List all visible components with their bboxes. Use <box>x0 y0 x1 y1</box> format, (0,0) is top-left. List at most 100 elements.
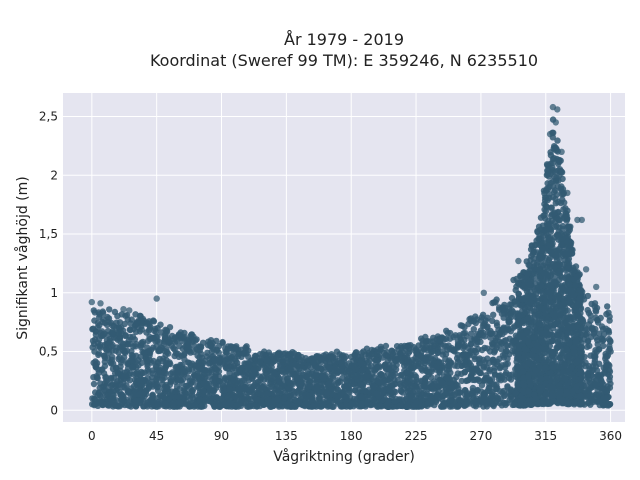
data-point <box>462 377 470 385</box>
data-point <box>562 362 569 369</box>
data-point <box>254 383 262 391</box>
data-point <box>124 365 132 372</box>
data-point <box>500 387 508 395</box>
data-point <box>546 225 554 232</box>
data-point <box>479 322 487 329</box>
data-point <box>569 387 577 395</box>
data-point <box>480 363 488 370</box>
data-point <box>243 350 250 357</box>
data-point <box>425 400 432 407</box>
data-point <box>504 355 511 362</box>
data-point <box>463 333 470 340</box>
data-point <box>492 371 499 378</box>
data-point <box>129 333 137 340</box>
data-point <box>149 391 156 398</box>
data-point <box>276 389 283 397</box>
data-point <box>552 200 559 207</box>
data-point <box>527 288 534 296</box>
data-point <box>132 321 139 329</box>
data-point <box>297 356 304 364</box>
data-point <box>575 311 582 319</box>
data-point <box>150 318 158 325</box>
data-point <box>124 341 131 348</box>
data-point <box>105 315 113 322</box>
data-point <box>396 396 403 403</box>
data-point <box>520 374 527 381</box>
data-point <box>529 351 536 359</box>
data-point <box>562 382 569 389</box>
data-point <box>539 245 546 252</box>
data-point <box>153 403 160 410</box>
data-point <box>200 388 207 395</box>
data-point <box>573 273 580 280</box>
data-point <box>96 322 103 329</box>
data-point <box>439 348 446 355</box>
data-point <box>543 375 550 382</box>
data-point <box>263 391 271 398</box>
data-point <box>550 154 558 162</box>
data-point <box>578 380 585 388</box>
data-point <box>428 360 435 367</box>
data-point <box>124 387 132 394</box>
data-point <box>531 265 538 272</box>
data-point <box>478 381 486 389</box>
data-point <box>250 366 257 373</box>
data-point <box>560 350 567 357</box>
data-point <box>567 378 574 386</box>
data-point <box>577 364 585 371</box>
data-point <box>92 400 100 408</box>
data-point <box>555 338 562 345</box>
data-point <box>137 353 144 361</box>
data-point <box>423 390 431 397</box>
data-point <box>563 388 571 396</box>
data-point <box>456 356 463 364</box>
data-point <box>536 363 544 371</box>
data-point <box>365 378 372 386</box>
data-point <box>493 319 500 326</box>
data-point <box>113 344 121 351</box>
data-point <box>139 315 147 323</box>
data-point <box>354 389 361 397</box>
data-point <box>554 137 561 144</box>
data-point <box>89 325 97 332</box>
data-point <box>537 335 545 342</box>
data-point <box>531 311 539 319</box>
data-point <box>538 353 545 361</box>
data-point <box>247 357 255 364</box>
data-point <box>274 396 281 403</box>
data-point <box>563 230 570 237</box>
data-point <box>490 356 497 363</box>
data-point <box>163 385 170 392</box>
data-point <box>584 306 591 314</box>
data-point <box>392 366 400 373</box>
data-point <box>606 313 613 320</box>
data-point <box>435 387 442 395</box>
data-point <box>352 349 359 356</box>
data-point <box>149 370 157 377</box>
data-point <box>108 329 116 337</box>
data-point <box>559 241 566 248</box>
data-point <box>205 360 213 367</box>
data-point <box>374 357 381 364</box>
data-point <box>587 312 594 319</box>
data-point <box>556 354 563 361</box>
data-point <box>186 384 193 391</box>
data-point <box>592 391 599 398</box>
data-point <box>506 301 514 308</box>
data-points <box>88 103 614 410</box>
data-point <box>469 369 476 376</box>
data-point <box>474 345 482 353</box>
data-point <box>295 381 303 388</box>
data-point <box>553 320 560 327</box>
data-point <box>479 332 487 339</box>
data-point <box>607 348 614 355</box>
data-point <box>547 294 554 302</box>
data-point <box>571 399 578 407</box>
data-point <box>566 281 573 288</box>
data-point <box>304 383 312 390</box>
data-point <box>319 400 326 408</box>
data-point <box>481 393 488 400</box>
data-point <box>464 366 471 373</box>
data-point <box>397 387 404 394</box>
data-point <box>196 354 203 361</box>
